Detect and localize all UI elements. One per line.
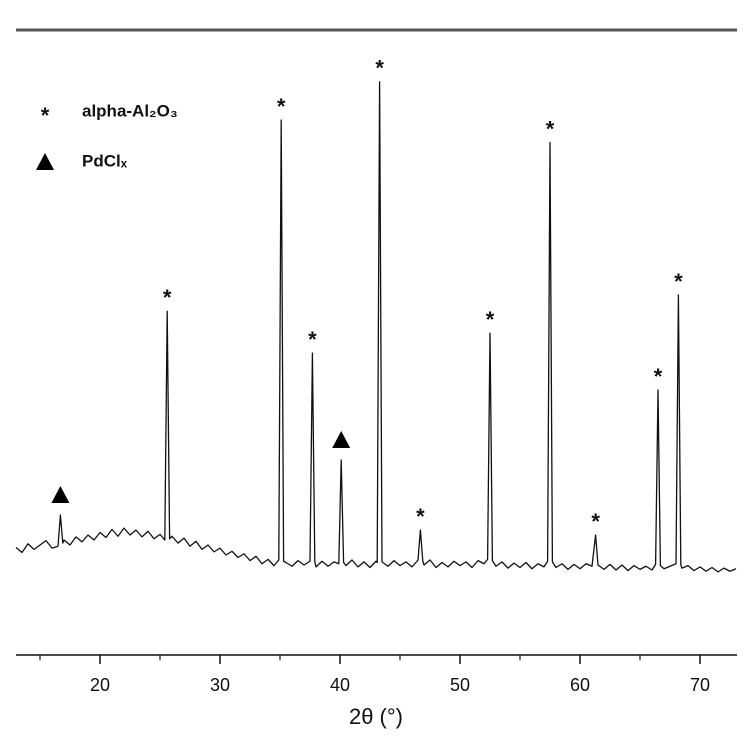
peak-marker: *	[375, 56, 384, 81]
peak-marker: *	[546, 116, 555, 141]
peak-marker: *	[416, 504, 425, 529]
xrd-trace	[15, 81, 737, 573]
x-tick-label: 70	[690, 675, 710, 695]
peak-marker: *	[277, 94, 286, 119]
x-tick-label: 20	[90, 675, 110, 695]
legend-symbol: *	[41, 103, 50, 128]
peak-marker: *	[163, 285, 172, 310]
peak-marker	[51, 486, 70, 503]
x-axis-title: 2θ (°)	[349, 704, 403, 729]
x-tick-label: 50	[450, 675, 470, 695]
x-tick-label: 60	[570, 675, 590, 695]
legend-label: alpha-Al₂O₃	[82, 101, 178, 120]
legend-label: PdClₓ	[82, 151, 128, 170]
peak-marker: *	[654, 364, 663, 389]
peak-marker: *	[591, 509, 600, 534]
peak-marker	[332, 431, 351, 448]
x-tick-label: 30	[210, 675, 230, 695]
legend-symbol	[36, 153, 54, 170]
peak-marker: *	[674, 269, 683, 294]
peak-marker: *	[308, 327, 317, 352]
x-tick-label: 40	[330, 675, 350, 695]
peak-marker: *	[486, 307, 495, 332]
